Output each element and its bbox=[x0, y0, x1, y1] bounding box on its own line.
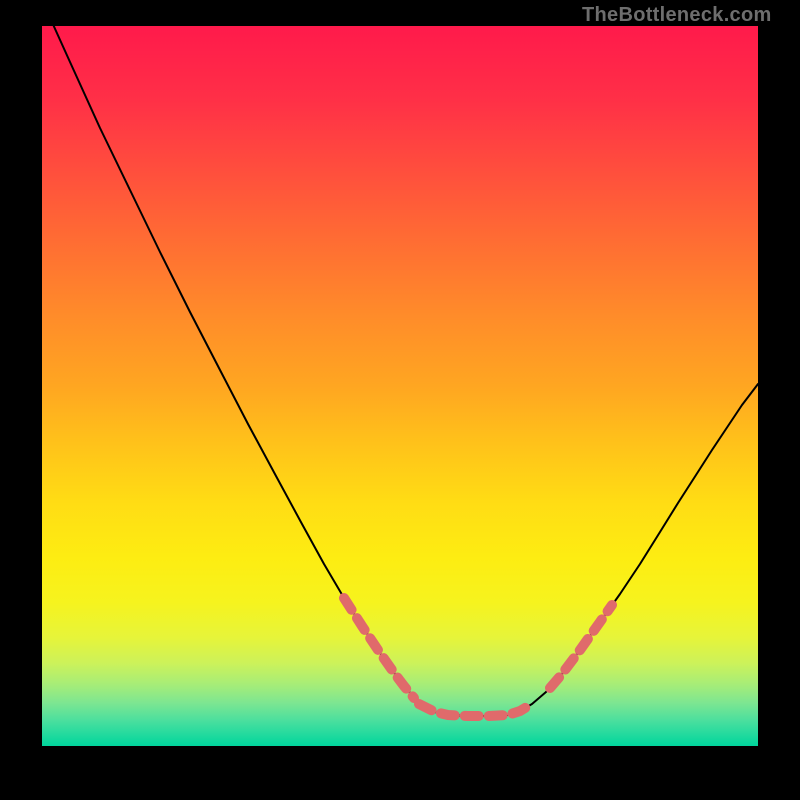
chart-stage: TheBottleneck.com bbox=[0, 0, 800, 800]
bottleneck-curve bbox=[0, 0, 800, 800]
watermark-text: TheBottleneck.com bbox=[582, 4, 772, 27]
